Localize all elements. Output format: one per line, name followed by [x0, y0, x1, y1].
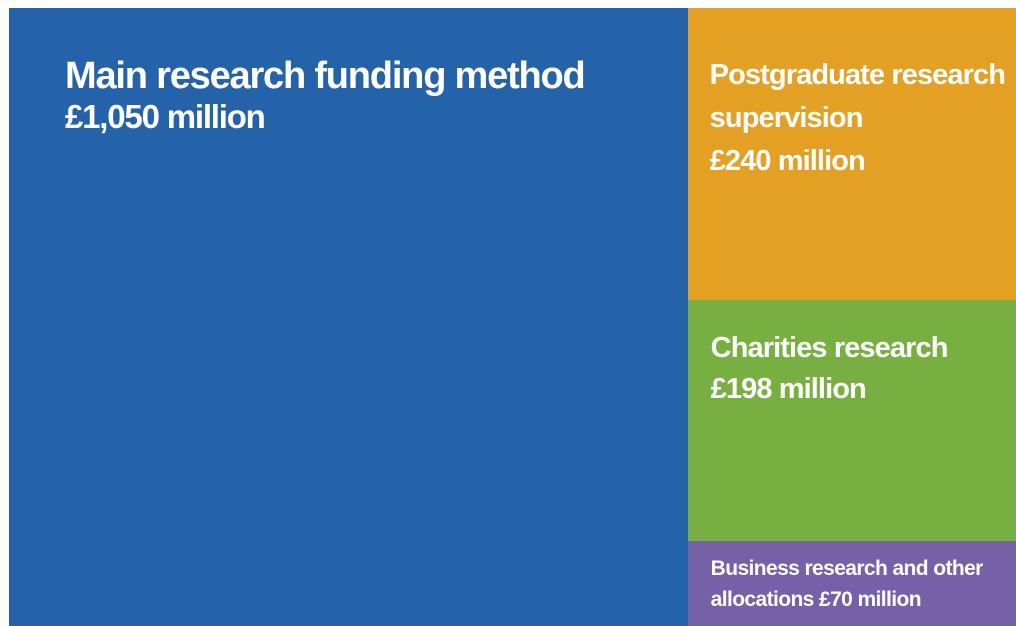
tile-value: £70 million	[819, 587, 922, 611]
tile-value: £198 million	[710, 372, 867, 405]
tile-label: Main research funding method	[65, 55, 586, 97]
tile-label: Postgraduate research supervision	[709, 59, 1006, 134]
treemap: Main research funding method £1,050 milli…	[9, 8, 1016, 626]
tile-label: Charities research	[710, 331, 949, 364]
tile: Business research and other allocations …	[687, 540, 1016, 626]
tile: Charities research £198 million	[687, 299, 1016, 541]
tile-value: £1,050 million	[65, 98, 266, 135]
tile-label: Business research and other allocations	[710, 556, 984, 611]
tile: Main research funding method £1,050 milli…	[9, 8, 688, 626]
tile-value: £240 million	[709, 145, 866, 177]
tile: Postgraduate research supervision £240 mi…	[687, 8, 1016, 300]
